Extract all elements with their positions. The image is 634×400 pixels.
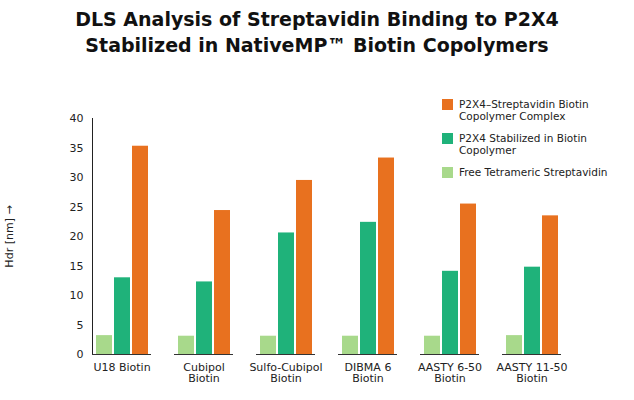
svg-text:30: 30 [70, 171, 84, 184]
svg-text:DIBMA 6Biotin: DIBMA 6Biotin [345, 361, 392, 385]
html-text:P2X4 Stabilized in Biotin Copo: P2X4 Stabilized in Biotin Copolymer [459, 132, 587, 156]
svg-text:25: 25 [70, 201, 84, 214]
html-text:P2X4–Streptavidin Biotin Copol: P2X4–Streptavidin Biotin Copolymer Compl… [459, 98, 589, 122]
svg-text:Sulfo-CubipolBiotin: Sulfo-CubipolBiotin [249, 361, 322, 385]
svg-text:AASTY 11-50Biotin: AASTY 11-50Biotin [496, 361, 567, 385]
svg-text:15: 15 [70, 260, 84, 273]
svg-text:Hdr [nm] →: Hdr [nm] → [3, 205, 16, 267]
svg-text:10: 10 [70, 289, 84, 302]
svg-text:40: 40 [70, 112, 84, 125]
svg-text:35: 35 [70, 142, 84, 155]
svg-text:CubipolBiotin: CubipolBiotin [183, 361, 224, 385]
svg-text:20: 20 [70, 230, 84, 243]
html-text:Free Tetrameric Streptavidin: Free Tetrameric Streptavidin [459, 166, 608, 178]
svg-text:0: 0 [77, 348, 84, 361]
svg-text:U18 Biotin: U18 Biotin [93, 361, 150, 374]
svg-text:5: 5 [77, 319, 84, 332]
svg-text:AASTY 6-50Biotin: AASTY 6-50Biotin [418, 361, 482, 385]
html-text:DLS Analysis of Streptavidin B: DLS Analysis of Streptavidin Binding to … [75, 8, 559, 56]
